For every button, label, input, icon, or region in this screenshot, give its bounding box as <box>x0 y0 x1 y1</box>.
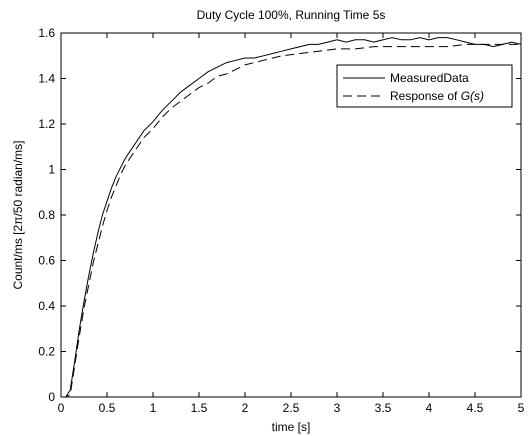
legend-label-measured: MeasuredData <box>390 71 469 85</box>
y-tick-label: 1.6 <box>38 26 55 40</box>
x-axis-label: time [s] <box>272 420 311 434</box>
chart-title: Duty Cycle 100%, Running Time 5s <box>197 8 386 22</box>
y-tick-label: 0.8 <box>38 208 55 222</box>
y-tick-label: 0 <box>48 390 55 404</box>
x-tick-label: 3.5 <box>375 401 392 415</box>
y-axis-label: Count/ms [2π/50 radian/ms] <box>11 140 25 289</box>
x-tick-label: 2.5 <box>283 401 300 415</box>
legend: MeasuredData Response of G(s) <box>336 64 513 108</box>
x-tick-label: 0 <box>58 401 65 415</box>
y-tick-label: 0.4 <box>38 299 55 313</box>
x-tick-label: 2 <box>242 401 249 415</box>
y-tick-label: 1 <box>48 163 55 177</box>
x-tick-label: 0.5 <box>99 401 116 415</box>
y-tick-label: 1.4 <box>38 72 55 86</box>
axis-ticks: 0 0.5 1 1.5 2 2.5 3 3.5 4 4.5 5 0 0.2 0.4 0.6 0.8 1 1.2 1.… <box>38 26 524 415</box>
x-tick-label: 1.5 <box>191 401 208 415</box>
legend-label-model: Response of G(s) <box>390 89 484 103</box>
y-tick-label: 0.2 <box>38 345 55 359</box>
legend-label-model-italic: G(s) <box>461 89 484 103</box>
x-tick-label: 4 <box>426 401 433 415</box>
x-tick-label: 3 <box>334 401 341 415</box>
legend-label-model-text: Response of <box>390 89 461 103</box>
y-tick-label: 1.2 <box>38 117 55 131</box>
x-tick-label: 4.5 <box>467 401 484 415</box>
series-measured-data-line <box>61 37 522 398</box>
x-tick-label: 5 <box>518 401 525 415</box>
series-model-response-line <box>61 43 521 398</box>
legend-box <box>336 64 513 108</box>
series-layer <box>61 37 522 398</box>
y-tick-label: 0.6 <box>38 254 55 268</box>
x-tick-label: 1 <box>150 401 157 415</box>
